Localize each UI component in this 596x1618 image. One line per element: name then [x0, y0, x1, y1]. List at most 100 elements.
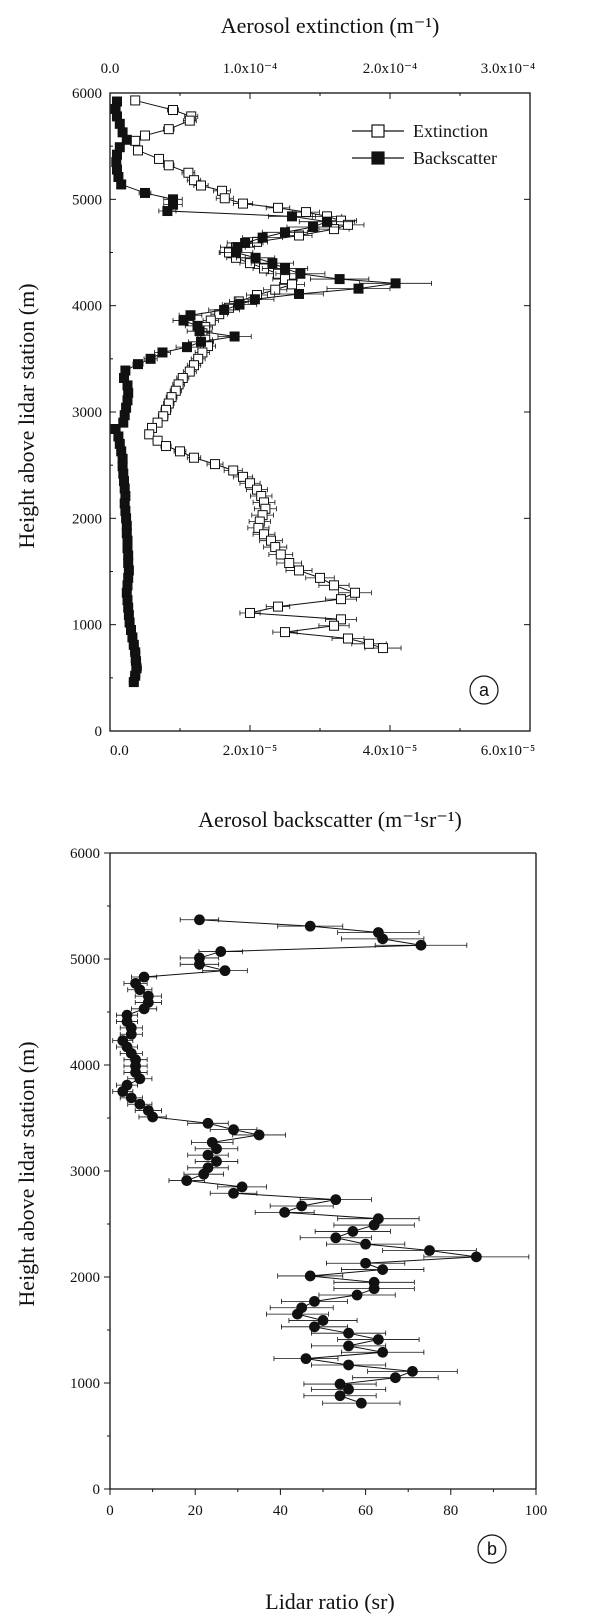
backscatter-point [118, 417, 129, 428]
lidar-ratio-point [147, 1111, 159, 1123]
panel-b-x-tick-label: 40 [273, 1503, 288, 1519]
panel-b-x-axis-label: Lidar ratio (sr) [265, 1589, 395, 1614]
backscatter-point [229, 331, 240, 342]
extinction-point [343, 219, 353, 230]
panel-a-letter: a [469, 675, 499, 705]
extinction-point [273, 202, 283, 213]
lidar-ratio-point [415, 939, 427, 951]
backscatter-point [249, 294, 260, 305]
backscatter-point [280, 227, 290, 238]
extinction-point [130, 135, 141, 146]
panel-b-y-tick-label: 6000 [70, 846, 100, 862]
backscatter-point [196, 336, 206, 347]
panel-b-x-tick-label: 100 [525, 1503, 548, 1519]
lidar-ratio-point [117, 1086, 129, 1097]
backscatter-point [219, 304, 230, 315]
backscatter-point [157, 347, 168, 358]
panel-a-y-tick-label: 3000 [72, 405, 102, 421]
backscatter-point [140, 187, 150, 198]
lidar-ratio-point [211, 1156, 222, 1167]
backscatter-point [194, 326, 205, 337]
panel-a-bottom-tick-label: 4.0x10⁻⁵ [363, 743, 417, 759]
lidar-ratio-point [219, 965, 231, 977]
extinction-point [294, 230, 304, 241]
extinction-point [228, 465, 239, 476]
lidar-ratio-point [228, 1124, 239, 1136]
panel-a-top-tick-label: 3.0x10⁻⁴ [481, 61, 535, 77]
panel-a-y-tick-label: 4000 [72, 299, 102, 315]
lidar-ratio-point [343, 1327, 354, 1339]
extinction-point [238, 198, 248, 209]
panel-a-y-tick-label: 6000 [72, 86, 102, 102]
panel-b-y-tick-label: 2000 [70, 1270, 100, 1286]
extinction-point [144, 429, 155, 440]
lidar-ratio-point [134, 1098, 146, 1110]
extinction-point [287, 279, 297, 290]
lidar-ratio-point [194, 914, 205, 926]
lidar-ratio-point [211, 1143, 222, 1155]
legend-backscatter-label: Backscatter [413, 148, 497, 168]
panel-a-y-tick-label: 1000 [72, 618, 102, 634]
extinction-point [350, 587, 360, 598]
lidar-ratio-point [390, 1372, 401, 1384]
lidar-ratio-point [134, 1073, 146, 1085]
panel-a-legend: Extinction Backscatter [352, 121, 497, 168]
extinction-point [280, 627, 290, 638]
lidar-ratio-point [360, 1238, 372, 1250]
extinction-point [253, 522, 264, 533]
panel-a-plot: 0 1000 2000 3000 4000 5000 6000 0.0 2.0x10⁻⁵ 4.0x… [72, 61, 535, 759]
backscatter-point [121, 134, 132, 145]
extinction-point [301, 207, 311, 218]
extinction-point [273, 601, 283, 612]
panel-a-bottom-axis-label: Aerosol backscatter (m⁻¹sr⁻¹) [198, 807, 462, 832]
extinction-point [183, 167, 194, 178]
backscatter-point [287, 211, 297, 222]
extinction-point [189, 452, 199, 463]
backscatter-point [182, 342, 192, 353]
lidar-ratio-point [351, 1289, 363, 1301]
legend-backscatter-marker [371, 151, 385, 165]
lidar-ratio-point [279, 1206, 291, 1218]
backscatter-point [162, 206, 173, 217]
extinction-point [163, 160, 174, 171]
lidar-ratio-point [253, 1129, 265, 1141]
lidar-ratio-point [470, 1251, 482, 1263]
lidar-ratio-point [360, 1257, 372, 1269]
extinction-point [189, 175, 199, 186]
backscatter-point [353, 283, 364, 294]
extinction-point [184, 115, 195, 126]
lidar-ratio-point [292, 1308, 303, 1320]
backscatter-point [308, 221, 318, 232]
panel-a-y-tick-label: 5000 [72, 192, 102, 208]
extinction-point [270, 542, 281, 553]
lidar-ratio-point [125, 1092, 137, 1104]
panel-b-x-tick-label: 20 [188, 1503, 203, 1519]
lidar-ratio-point [377, 1346, 389, 1358]
svg-text:b: b [487, 1539, 497, 1559]
extinction-point [163, 124, 174, 135]
backscatter-point [130, 647, 141, 658]
lidar-ratio-point [343, 1340, 354, 1352]
lidar-ratio-point [228, 1187, 239, 1199]
panel-a-bottom-tick-label: 0.0 [110, 743, 129, 759]
backscatter-point [168, 199, 178, 210]
panel-b-x-tick-label: 80 [443, 1503, 458, 1519]
lidar-ratio-point [236, 1181, 248, 1193]
lidar-ratio-point [334, 1378, 346, 1390]
lidar-ratio-point [309, 1295, 320, 1307]
lidar-ratio-point [300, 1353, 312, 1365]
extinction-point [205, 315, 216, 326]
panel-b-x-tick-label: 0 [106, 1503, 114, 1519]
panel-b-y-tick-label: 0 [93, 1482, 101, 1498]
lidar-ratio-point [215, 946, 227, 957]
panel-a-top-axis-label: Aerosol extinction (m⁻¹) [221, 13, 440, 38]
backscatter-point [295, 268, 306, 279]
lidar-ratio-point [330, 1232, 342, 1244]
lidar-ratio-point [355, 1397, 367, 1409]
lidar-ratio-point [424, 1245, 435, 1256]
extinction-point [130, 95, 141, 106]
extinction-point [315, 572, 325, 583]
lidar-ratio-point [368, 1219, 380, 1231]
lidar-ratio-point [138, 1003, 150, 1015]
lidar-ratio-point [202, 1149, 214, 1161]
